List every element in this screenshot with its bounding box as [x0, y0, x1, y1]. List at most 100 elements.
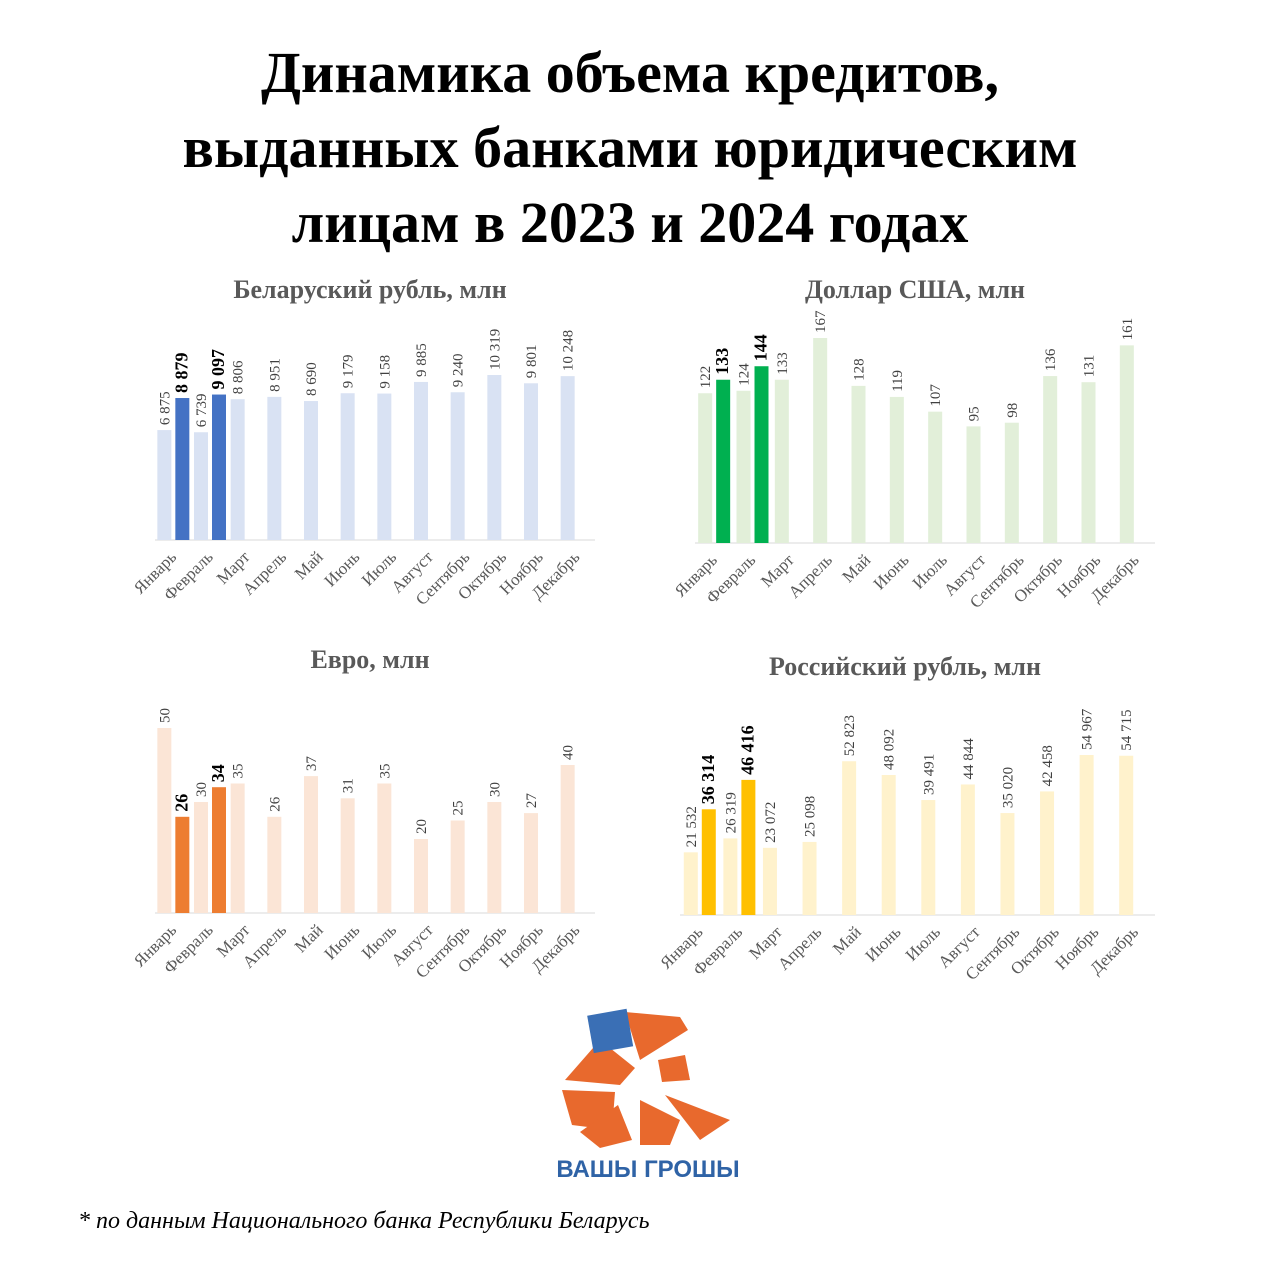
value-label: 23 072 — [763, 802, 779, 843]
chart-title: Евро, млн — [310, 645, 429, 674]
bar — [842, 761, 857, 915]
value-label: 26 319 — [723, 792, 739, 833]
value-label: 37 — [304, 756, 320, 772]
x-tick-label: Июнь — [320, 920, 363, 963]
value-label: 25 — [451, 801, 467, 816]
bar — [716, 379, 731, 543]
value-label: 50 — [157, 708, 173, 723]
bar — [1119, 345, 1134, 543]
bar — [889, 396, 904, 543]
value-label: 128 — [852, 358, 868, 381]
bar — [524, 813, 538, 913]
bar — [175, 398, 190, 540]
value-label: 21 532 — [684, 806, 700, 847]
bar — [762, 847, 777, 915]
bar — [175, 816, 190, 913]
value-label: 40 — [561, 745, 577, 760]
value-label: 54 967 — [1080, 708, 1096, 750]
bar — [881, 775, 896, 915]
value-label: 44 844 — [961, 738, 977, 780]
main-title: лицам в 2023 и 2024 годах — [292, 190, 969, 255]
logo: ВАШЫ ГРОШЫ — [556, 1008, 740, 1183]
value-label: 9 240 — [451, 354, 467, 388]
bar — [1040, 791, 1055, 915]
value-label: 9 158 — [377, 355, 393, 389]
value-label: 107 — [928, 384, 944, 407]
chart-title: Беларуский рубль, млн — [233, 275, 506, 304]
bar — [487, 802, 502, 913]
footnote: * по данным Национального банка Республи… — [78, 1208, 650, 1234]
value-label: 167 — [813, 310, 829, 333]
bar — [414, 839, 428, 913]
bar — [304, 401, 318, 540]
bar — [267, 816, 282, 913]
bar — [851, 385, 866, 543]
bar — [157, 728, 172, 913]
bar — [774, 379, 789, 543]
value-label: 31 — [341, 778, 357, 793]
value-label: 36 314 — [698, 755, 718, 805]
main-title: выданных банками юридическим — [183, 115, 1078, 180]
value-label: 133 — [775, 352, 791, 375]
value-label: 95 — [967, 406, 983, 421]
value-label: 131 — [1082, 355, 1098, 378]
value-label: 124 — [737, 363, 753, 386]
bar — [1000, 813, 1015, 915]
value-label: 34 — [208, 764, 228, 782]
value-label: 26 — [267, 796, 283, 812]
value-label: 39 491 — [921, 754, 937, 795]
bar — [921, 800, 936, 915]
value-label: 161 — [1120, 318, 1136, 341]
value-label: 35 — [377, 764, 393, 779]
main-title: Динамика объема кредитов, — [261, 40, 999, 105]
x-tick-label: Июнь — [870, 550, 913, 593]
bar — [736, 390, 751, 543]
bar — [754, 366, 769, 543]
bar — [304, 776, 318, 913]
x-tick-label: Июнь — [320, 547, 363, 590]
chart-title: Российский рубль, млн — [769, 652, 1041, 681]
value-label: 35 020 — [1000, 767, 1016, 808]
bar — [194, 802, 208, 913]
value-label: 9 885 — [414, 343, 430, 377]
value-label: 30 — [487, 782, 503, 797]
x-tick-label: Апрель — [785, 550, 837, 602]
bar — [928, 411, 943, 543]
value-label: 8 690 — [304, 362, 320, 396]
bar — [1081, 382, 1096, 543]
bar — [813, 338, 828, 543]
bar — [230, 783, 245, 913]
bar — [377, 783, 392, 913]
value-label: 54 715 — [1119, 709, 1135, 750]
bar — [414, 381, 428, 540]
value-label: 42 458 — [1040, 745, 1056, 786]
bar — [1043, 376, 1058, 543]
value-label: 25 098 — [803, 796, 819, 837]
x-tick-label: Май — [838, 550, 874, 586]
value-label: 119 — [890, 370, 906, 392]
value-label: 6 739 — [194, 393, 210, 427]
value-label: 26 — [171, 794, 191, 812]
value-label: 10 248 — [561, 330, 577, 371]
value-label: 98 — [1005, 403, 1021, 418]
bar — [340, 798, 355, 913]
value-label: 46 416 — [737, 725, 757, 775]
bar — [450, 820, 465, 913]
value-label: 144 — [751, 334, 771, 361]
bar — [487, 375, 502, 540]
bar — [194, 432, 208, 540]
bar — [560, 765, 575, 913]
bar — [230, 399, 245, 540]
value-label: 136 — [1043, 348, 1059, 371]
bar — [267, 396, 282, 540]
value-label: 10 319 — [487, 329, 503, 370]
value-label: 9 179 — [341, 354, 357, 388]
value-label: 8 879 — [171, 353, 191, 394]
bar — [1119, 755, 1134, 915]
bar — [723, 838, 738, 915]
bar — [741, 779, 756, 915]
value-label: 35 — [231, 764, 247, 779]
bar — [1079, 755, 1094, 915]
x-tick-label: Май — [829, 922, 865, 958]
